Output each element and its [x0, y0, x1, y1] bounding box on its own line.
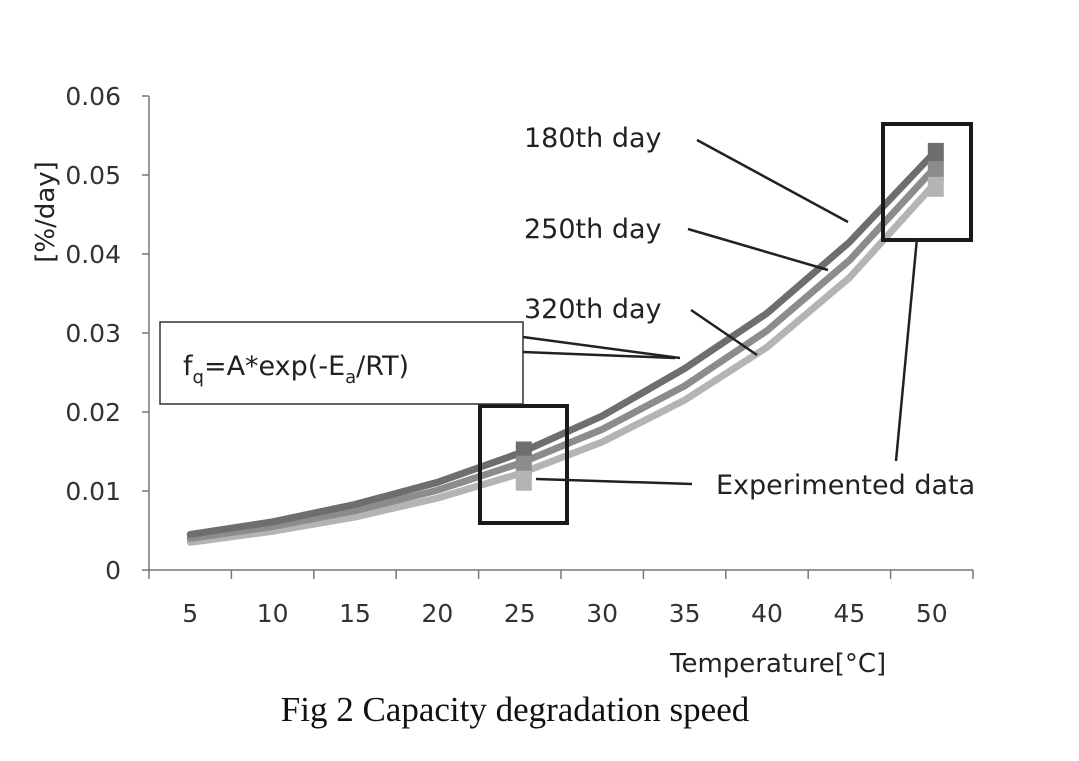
- series-line-320th-day: [186, 183, 936, 546]
- y-axis-title: [%/day]: [31, 161, 61, 263]
- x-tick-label: 30: [586, 599, 618, 628]
- y-tick-label: 0: [105, 556, 121, 585]
- y-tick-label: 0.04: [65, 240, 121, 269]
- leader-exp-25: [535, 477, 693, 486]
- experimental-marker: [927, 176, 944, 197]
- y-tick-label: 0.06: [65, 82, 121, 111]
- series-layer: [186, 151, 936, 546]
- y-tick-label: 0.05: [65, 161, 121, 190]
- x-tick-label: 45: [833, 599, 865, 628]
- x-ticks: 5 10 15 20 25 30 35 40 45 50: [148, 570, 974, 628]
- formula-mid: =A*exp(-E: [204, 351, 345, 382]
- formula-end: /RT): [356, 351, 409, 382]
- leader-formula-b: [522, 350, 676, 360]
- series-line-180th-day: [186, 151, 936, 538]
- series-line-250th-day: [186, 167, 936, 542]
- series-label-320: 320th day: [524, 294, 662, 325]
- x-tick-label: 10: [257, 599, 289, 628]
- x-tick-label: 20: [421, 599, 453, 628]
- experimental-marker: [515, 455, 532, 476]
- marker-layer: [515, 142, 944, 491]
- formula-box: [159, 321, 524, 405]
- experimental-marker: [515, 470, 532, 491]
- x-tick-label: 25: [504, 599, 536, 628]
- x-axis-title: Temperature[°C]: [669, 649, 886, 679]
- experimental-marker: [927, 142, 944, 163]
- figure-caption: Fig 2 Capacity degradation speed: [280, 690, 750, 729]
- y-tick-label: 0.03: [65, 319, 121, 348]
- leader-320: [690, 308, 758, 357]
- formula-e-sub: a: [345, 367, 356, 388]
- leader-formula-a: [522, 335, 681, 360]
- chart: 0 0.01 0.02 0.03 0.04 0.05 0.06 5 10 15 20 25 30 35 4…: [31, 82, 975, 679]
- experimental-box-25: [478, 404, 569, 525]
- leader-exp-50: [894, 237, 919, 462]
- y-tick-label: 0.01: [65, 477, 121, 506]
- series-label-250: 250th day: [524, 214, 662, 245]
- x-tick-label: 35: [669, 599, 701, 628]
- leader-250: [687, 227, 829, 272]
- leader-180: [696, 138, 849, 224]
- series-label-180: 180th day: [524, 123, 662, 154]
- x-tick-label: 40: [751, 599, 783, 628]
- x-tick-label: 15: [339, 599, 371, 628]
- experimental-marker: [927, 161, 944, 182]
- y-tick-label: 0.02: [65, 398, 121, 427]
- experimental-label: Experimented data: [716, 470, 975, 501]
- y-ticks: 0 0.01 0.02 0.03 0.04 0.05 0.06: [65, 82, 149, 585]
- formula-f: f: [183, 351, 194, 382]
- formula-text: fq=A*exp(-Ea/RT): [183, 351, 409, 388]
- x-tick-label: 5: [182, 599, 198, 628]
- formula-f-sub: q: [193, 367, 204, 388]
- experimental-box-50: [881, 122, 973, 242]
- x-tick-label: 50: [916, 599, 948, 628]
